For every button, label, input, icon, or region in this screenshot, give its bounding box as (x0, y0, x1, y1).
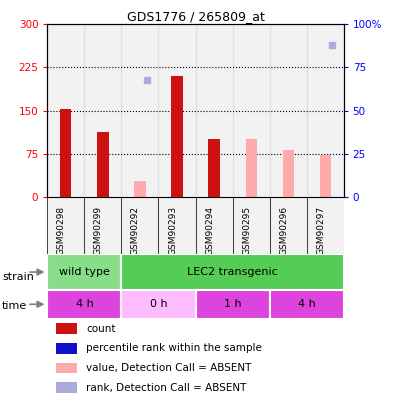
Text: wild type: wild type (59, 267, 110, 277)
Bar (307, 24, 344, 197)
Text: strain: strain (2, 273, 34, 282)
Text: GSM90295: GSM90295 (242, 206, 251, 255)
Title: GDS1776 / 265809_at: GDS1776 / 265809_at (126, 10, 265, 23)
Bar (209, 139, 220, 197)
Text: percentile rank within the sample: percentile rank within the sample (86, 343, 262, 354)
Text: GSM90294: GSM90294 (205, 206, 214, 255)
Text: 4 h: 4 h (298, 299, 316, 309)
Bar (269, 197, 307, 254)
Bar (269, 290, 344, 319)
Bar (158, 24, 196, 197)
Text: 4 h: 4 h (75, 299, 93, 309)
Bar (196, 197, 233, 254)
Bar (47, 24, 85, 197)
Bar (122, 197, 158, 254)
Bar (56, 382, 77, 393)
Bar (246, 139, 257, 197)
Bar (171, 76, 182, 197)
Bar (98, 132, 109, 197)
Bar (233, 197, 269, 254)
Bar (122, 254, 344, 290)
Text: GSM90292: GSM90292 (131, 206, 140, 255)
Bar (60, 109, 71, 197)
Bar (134, 181, 145, 197)
Text: value, Detection Call = ABSENT: value, Detection Call = ABSENT (86, 363, 251, 373)
Text: GSM90293: GSM90293 (168, 206, 177, 255)
Bar (47, 290, 122, 319)
Bar (85, 197, 122, 254)
Text: GSM90297: GSM90297 (316, 206, 325, 255)
Text: 0 h: 0 h (150, 299, 167, 309)
Text: 1 h: 1 h (224, 299, 241, 309)
Text: count: count (86, 324, 115, 334)
Bar (269, 24, 307, 197)
Bar (282, 150, 293, 197)
Bar (196, 24, 233, 197)
Bar (122, 24, 158, 197)
Bar (233, 24, 269, 197)
Bar (320, 156, 331, 197)
Bar (196, 290, 269, 319)
Bar (47, 197, 85, 254)
Text: GSM90299: GSM90299 (94, 206, 103, 255)
Bar (47, 254, 122, 290)
Text: time: time (2, 301, 27, 311)
Bar (158, 197, 196, 254)
Bar (85, 24, 122, 197)
Bar (307, 197, 344, 254)
Text: rank, Detection Call = ABSENT: rank, Detection Call = ABSENT (86, 383, 246, 393)
Text: GSM90298: GSM90298 (57, 206, 66, 255)
Text: LEC2 transgenic: LEC2 transgenic (187, 267, 278, 277)
Bar (56, 363, 77, 373)
Bar (122, 290, 196, 319)
Bar (56, 343, 77, 354)
Bar (56, 324, 77, 334)
Text: GSM90296: GSM90296 (279, 206, 288, 255)
